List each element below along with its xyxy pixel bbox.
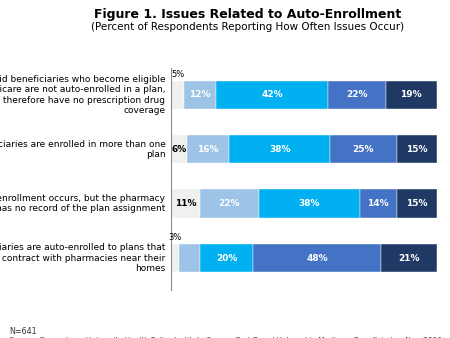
Bar: [381, 244, 436, 272]
Bar: [397, 135, 436, 163]
Text: 15%: 15%: [406, 145, 428, 154]
Bar: [330, 135, 397, 163]
Text: 38%: 38%: [269, 145, 291, 154]
Text: 42%: 42%: [261, 90, 283, 99]
Bar: [171, 244, 179, 272]
Text: 48%: 48%: [306, 254, 328, 263]
Bar: [397, 190, 436, 218]
Bar: [259, 190, 360, 218]
Text: 11%: 11%: [175, 199, 196, 208]
Bar: [184, 81, 216, 109]
Bar: [171, 81, 184, 109]
Bar: [253, 244, 381, 272]
Text: 20%: 20%: [216, 254, 238, 263]
Text: 21%: 21%: [398, 254, 419, 263]
Text: N=641: N=641: [9, 327, 36, 336]
Bar: [171, 135, 187, 163]
Text: 14%: 14%: [367, 199, 389, 208]
Text: 15%: 15%: [406, 199, 428, 208]
Text: 19%: 19%: [400, 90, 422, 99]
Text: Figure 1. Issues Related to Auto-Enrollment: Figure 1. Issues Related to Auto-Enrollm…: [94, 8, 401, 21]
Text: (Percent of Respondents Reporting How Often Issues Occur): (Percent of Respondents Reporting How Of…: [91, 22, 404, 32]
Bar: [360, 190, 397, 218]
Text: 22%: 22%: [346, 90, 368, 99]
Text: 22%: 22%: [219, 199, 240, 208]
Bar: [200, 190, 259, 218]
Text: 16%: 16%: [198, 145, 219, 154]
Text: Source: Georgetown University Health Policy Institute Survey, Part D and Vulnera: Source: Georgetown University Health Pol…: [9, 337, 444, 338]
Text: 12%: 12%: [189, 90, 211, 99]
Text: 6%: 6%: [171, 145, 187, 154]
Bar: [171, 190, 200, 218]
Bar: [216, 81, 328, 109]
Text: 38%: 38%: [298, 199, 320, 208]
Bar: [200, 244, 253, 272]
Bar: [386, 81, 436, 109]
Bar: [230, 135, 330, 163]
Bar: [187, 135, 230, 163]
Text: 5%: 5%: [171, 70, 184, 79]
Bar: [328, 81, 386, 109]
Text: 25%: 25%: [353, 145, 374, 154]
Text: 3%: 3%: [168, 233, 182, 242]
Bar: [179, 244, 200, 272]
